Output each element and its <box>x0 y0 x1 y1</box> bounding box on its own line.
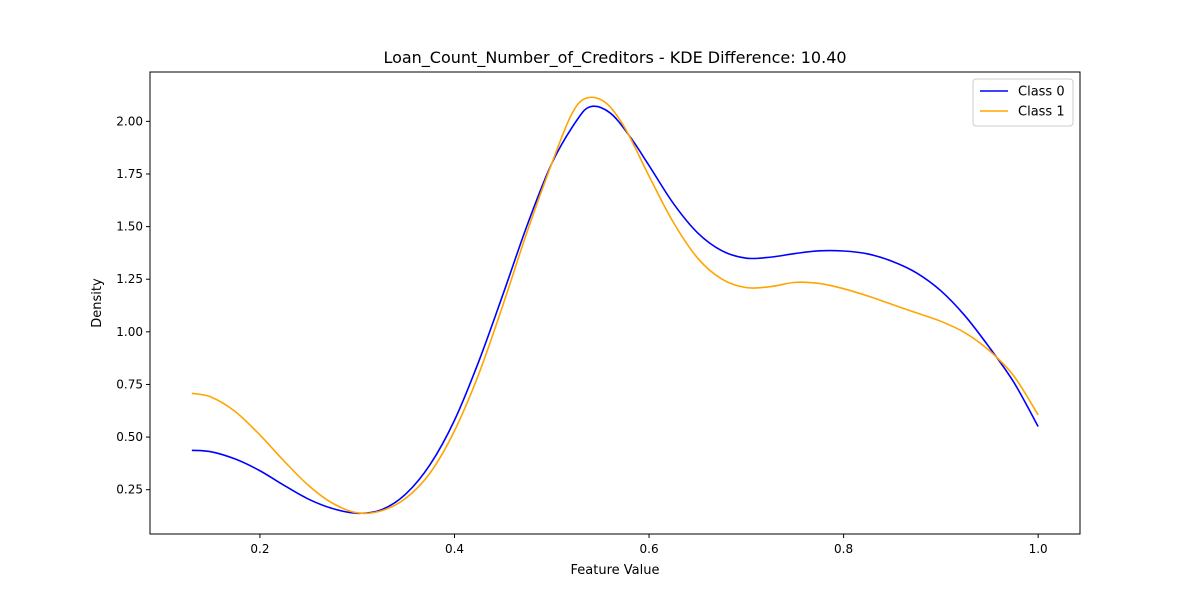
x-tick-label: 0.6 <box>640 542 659 556</box>
x-axis-label: Feature Value <box>571 563 660 578</box>
series-line-class-0 <box>191 105 1039 515</box>
x-tick-label: 0.2 <box>250 542 269 556</box>
x-axis: 0.2 0.4 0.6 0.8 1.0 <box>250 534 1048 556</box>
y-tick-label: 0.75 <box>116 377 143 391</box>
chart-title: Loan_Count_Number_of_Creditors - KDE Dif… <box>383 48 846 68</box>
y-tick-label: 2.00 <box>116 114 143 128</box>
y-axis-label: Density <box>90 278 105 328</box>
y-tick-label: 1.50 <box>116 220 143 234</box>
series-line-class-1 <box>191 96 1039 515</box>
y-tick-label: 0.25 <box>116 483 143 497</box>
y-tick-label: 1.75 <box>116 167 143 181</box>
x-tick-label: 0.8 <box>834 542 853 556</box>
plot-area-frame <box>149 71 1081 535</box>
y-axis: 0.25 0.50 0.75 1.00 1.25 1.50 1.75 2.00 <box>116 114 150 497</box>
y-tick-label: 0.50 <box>116 430 143 444</box>
legend: Class 0 Class 1 <box>972 78 1074 127</box>
x-tick-label: 0.4 <box>445 542 464 556</box>
series-layer <box>191 96 1039 515</box>
legend-label-class-1: Class 1 <box>1018 105 1065 120</box>
y-tick-label: 1.25 <box>116 272 143 286</box>
y-tick-label: 1.00 <box>116 325 143 339</box>
x-tick-label: 1.0 <box>1029 542 1048 556</box>
legend-label-class-0: Class 0 <box>1018 85 1065 100</box>
